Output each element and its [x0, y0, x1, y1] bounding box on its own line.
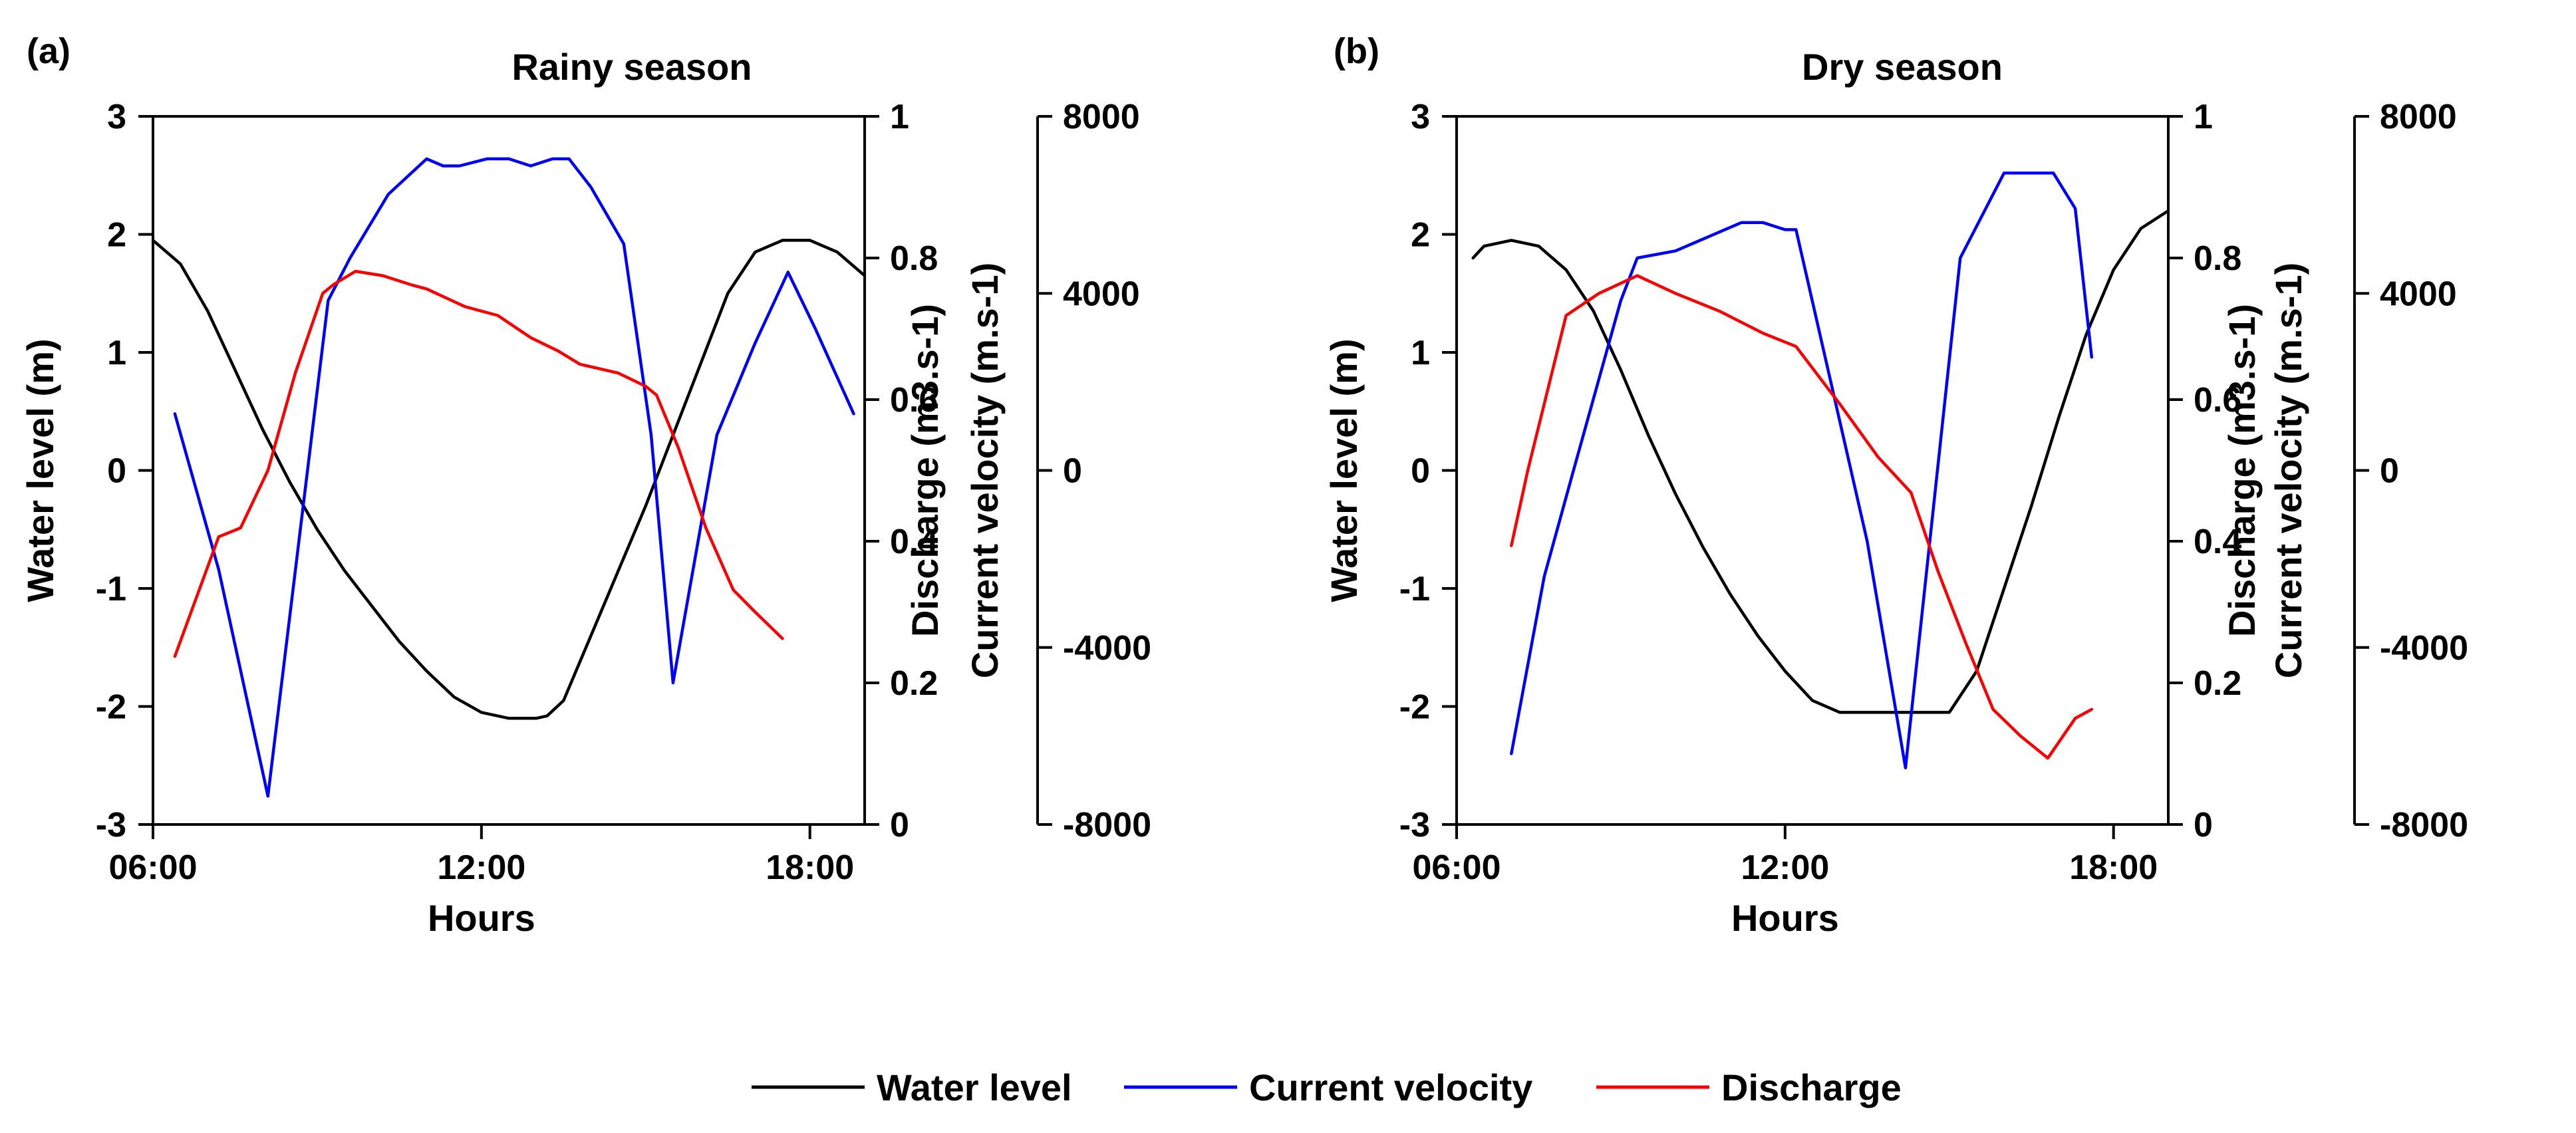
x-tick-label: 06:00 [109, 848, 198, 887]
x-tick-label: 18:00 [2069, 848, 2158, 887]
y-discharge-axis-title: Discharge (m3.s-1) [904, 304, 946, 637]
series-line-discharge [173, 269, 784, 658]
y-right-tick-label: 0.4 [890, 523, 938, 561]
y-discharge-tick-label: -8000 [1063, 806, 1151, 844]
y-discharge-tick-label: 8000 [2380, 98, 2457, 136]
y-left-tick-label: -3 [96, 806, 126, 844]
series-line-current-velocity [1510, 171, 2094, 770]
y-left-tick-label: -1 [1399, 570, 1430, 608]
x-tick-label: 06:00 [1413, 848, 1501, 887]
chart-panel-1: (a) Rainy season 06:00 12:00 18:00 Hours -3 -2 -… [19, 31, 1151, 939]
y-right-tick-label: 1 [890, 98, 909, 136]
y-left-tick-label: 3 [107, 98, 126, 136]
y-discharge-tick-label: 0 [2380, 452, 2399, 491]
y-right-tick-label: 0.6 [890, 381, 938, 420]
y-right-tick-label: 0 [890, 806, 909, 844]
chart-panel-2: (b) Dry season 06:00 12:00 18:00 Hours -3 -2 -1 0… [1323, 31, 2468, 939]
y-right-tick-label: 0.8 [2194, 239, 2241, 278]
y-left-tick-label: 1 [107, 334, 126, 372]
y-left-tick-label: 2 [107, 216, 126, 255]
x-axis-title: Hours [428, 897, 535, 939]
y-left-tick-label: 0 [1411, 452, 1430, 491]
y-left-tick-label: -2 [96, 688, 126, 727]
series-line-current-velocity [173, 157, 855, 798]
y-right-tick-label: 0.4 [2194, 523, 2241, 561]
panel-label: (b) [1334, 31, 1379, 71]
panel-label: (a) [27, 31, 71, 71]
y-left-tick-label: 3 [1411, 98, 1430, 136]
y-right-axis-title: Current velocity (m.s-1) [2267, 263, 2309, 679]
x-tick-label: 12:00 [1741, 848, 1829, 887]
y-left-tick-label: -3 [1399, 806, 1430, 844]
y-discharge-tick-label: 4000 [2380, 275, 2457, 313]
series-line-discharge [1510, 274, 2094, 760]
y-discharge-tick-label: -8000 [2380, 806, 2468, 844]
y-right-tick-label: 1 [2194, 98, 2213, 136]
series-line-water-level [1471, 209, 2170, 714]
panel-title: Dry season [1802, 46, 2003, 88]
y-left-axis-title: Water level (m) [1323, 338, 1365, 602]
y-left-axis-title: Water level (m) [19, 338, 61, 602]
x-tick-label: 12:00 [437, 848, 525, 887]
y-right-tick-label: 0.2 [2194, 664, 2241, 703]
y-right-tick-label: 0.8 [890, 239, 938, 278]
y-left-tick-label: -2 [1399, 688, 1430, 727]
y-discharge-axis-title: Discharge (m3.s-1) [2221, 304, 2263, 637]
panel-title: Rainy season [511, 46, 752, 88]
x-axis-title: Hours [1731, 897, 1839, 939]
y-right-tick-label: 0.2 [890, 664, 938, 703]
y-right-axis-title: Current velocity (m.s-1) [964, 263, 1006, 679]
y-right-tick-label: 0 [2194, 806, 2213, 844]
y-left-tick-label: 2 [1411, 216, 1430, 255]
y-discharge-tick-label: 8000 [1063, 98, 1140, 136]
x-tick-label: 18:00 [766, 848, 854, 887]
y-discharge-tick-label: 0 [1063, 452, 1082, 491]
legend-label-water-level: Water level [877, 1067, 1072, 1108]
legend-label-current-velocity: Current velocity [1249, 1067, 1532, 1108]
legend: Water level Current velocity Discharge [752, 1067, 1902, 1108]
y-right-tick-label: 0.6 [2194, 381, 2241, 420]
legend-label-discharge: Discharge [1721, 1067, 1902, 1108]
y-left-tick-label: 1 [1411, 334, 1430, 372]
y-discharge-tick-label: -4000 [1063, 629, 1151, 668]
y-left-tick-label: 0 [107, 452, 126, 491]
y-discharge-tick-label: 4000 [1063, 275, 1140, 313]
series-line-water-level [151, 239, 867, 720]
y-discharge-tick-label: -4000 [2380, 629, 2468, 668]
y-left-tick-label: -1 [96, 570, 126, 608]
